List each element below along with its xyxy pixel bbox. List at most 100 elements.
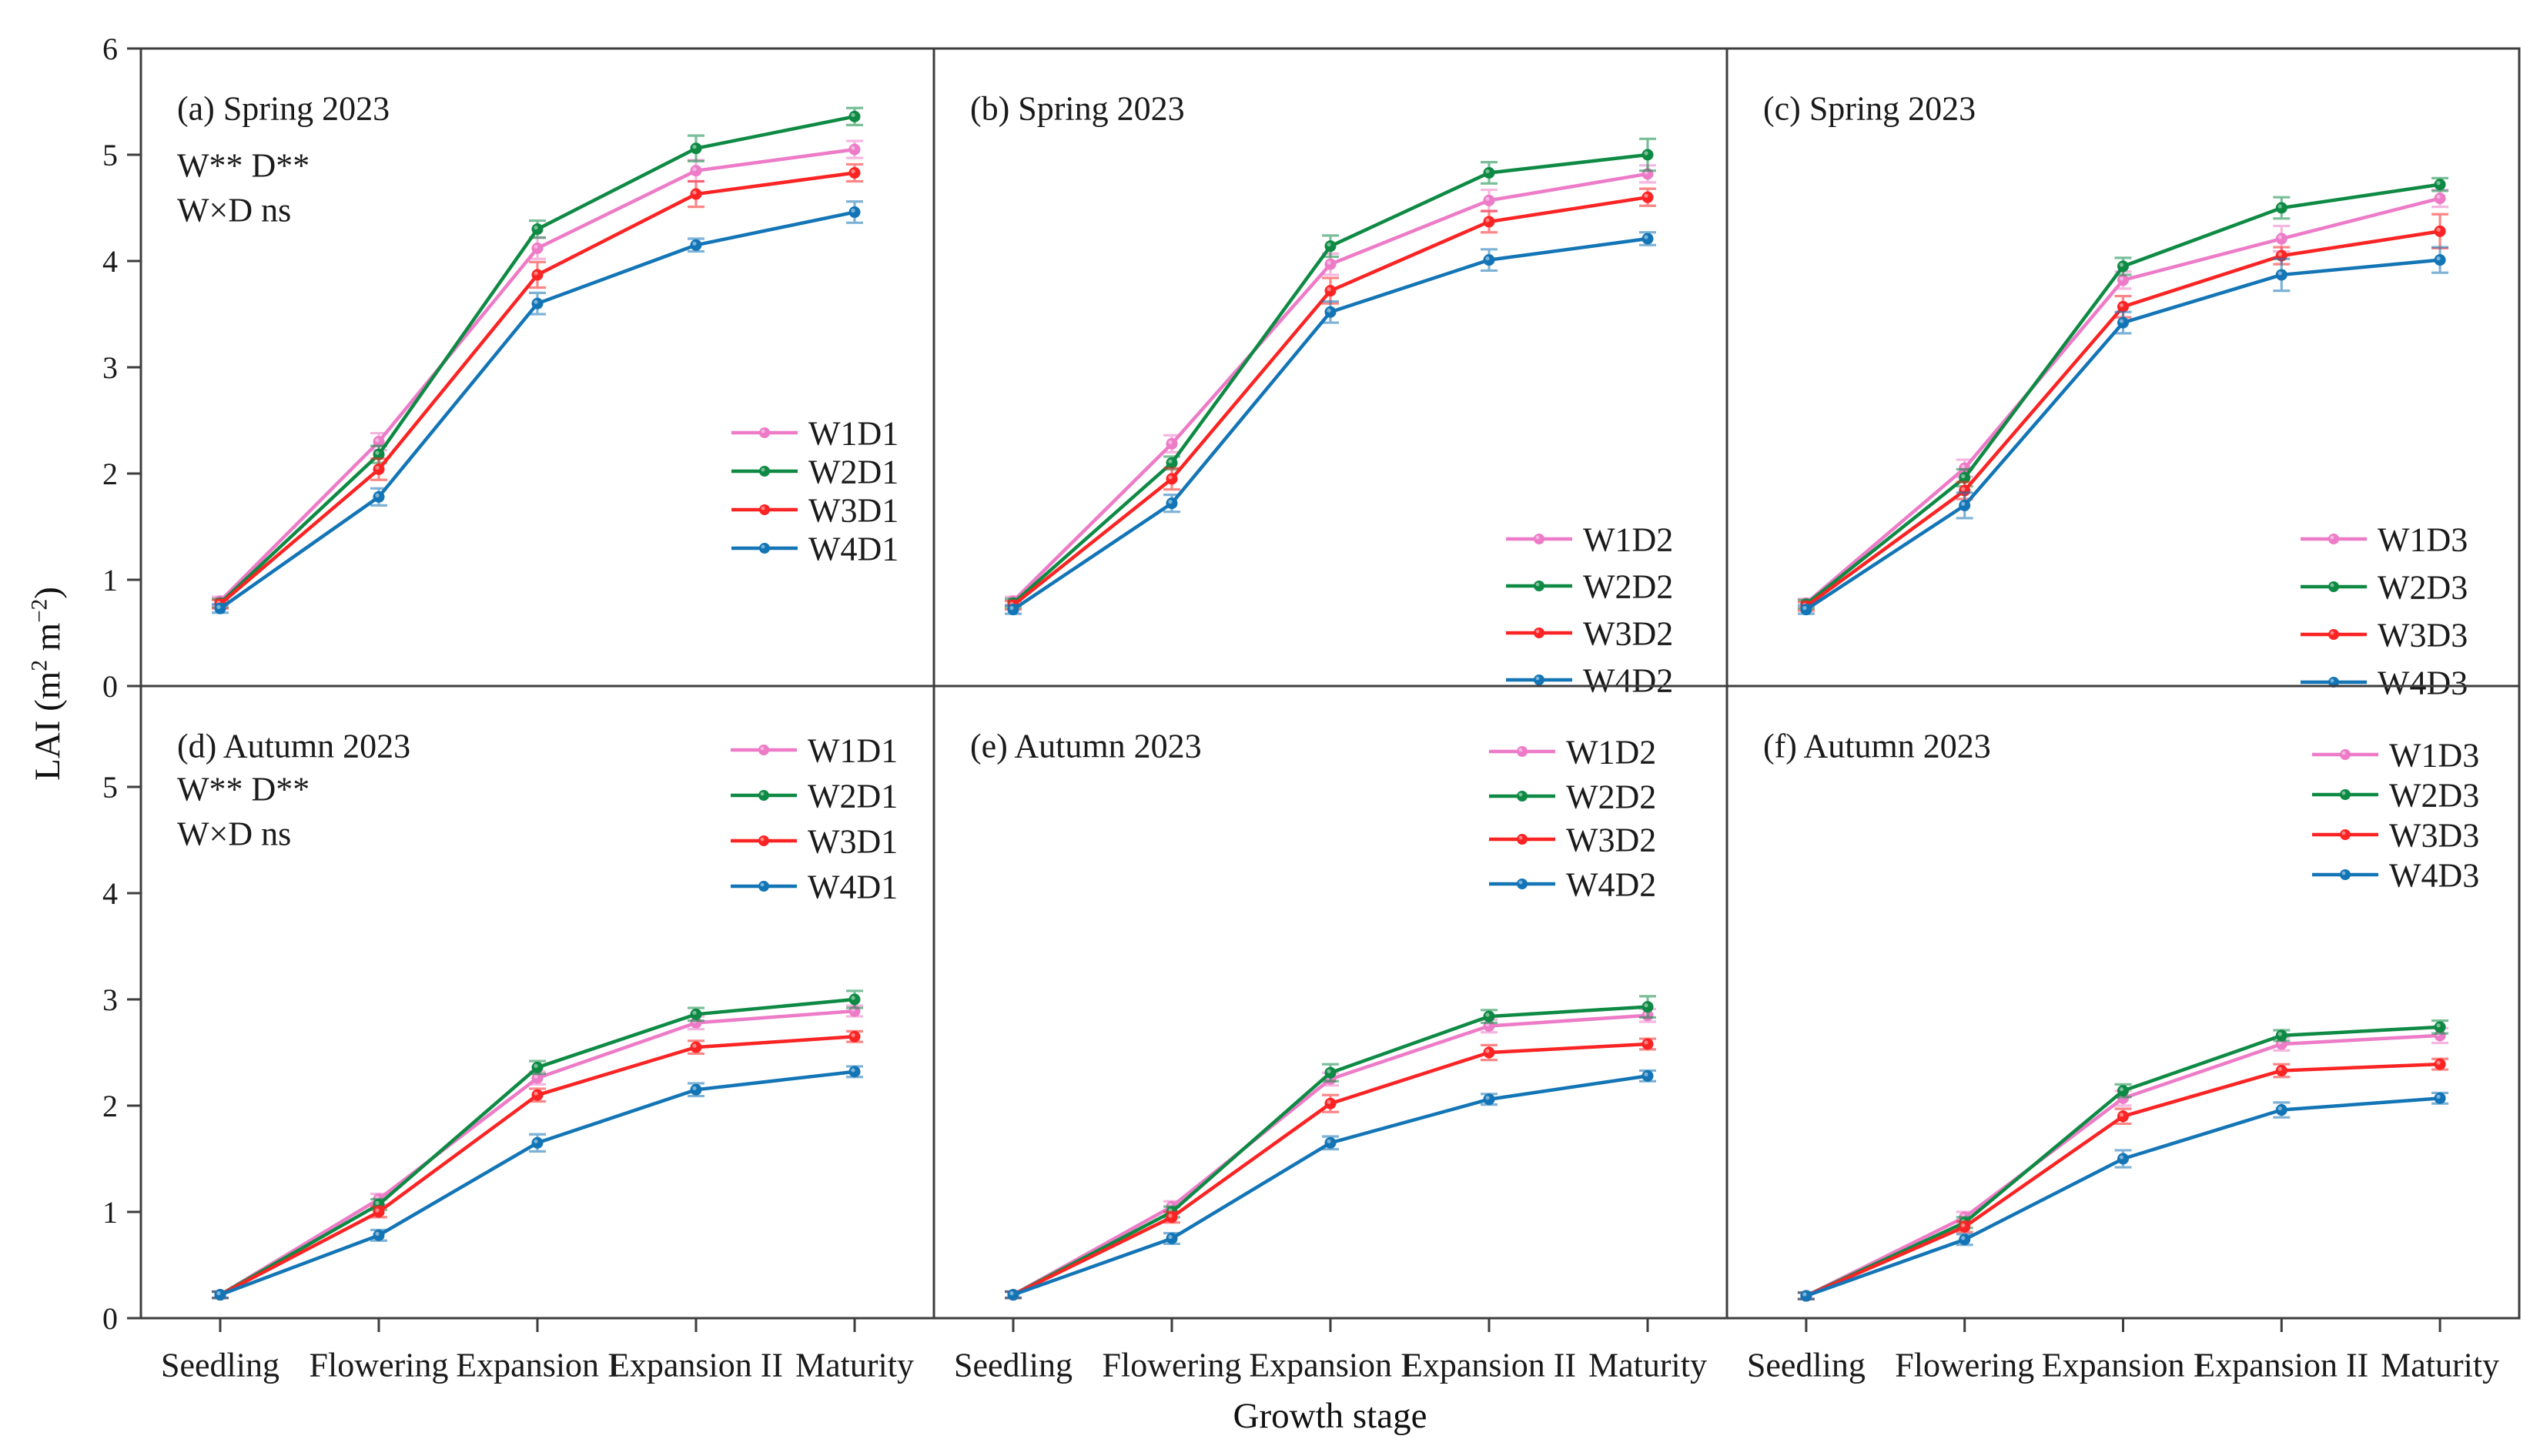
data-point-highlight	[534, 1063, 538, 1068]
data-point-highlight	[2436, 194, 2441, 199]
legend-item-W1D2: W1D2	[1506, 520, 1673, 558]
series-line-W2D1	[218, 115, 857, 605]
data-point-highlight	[1485, 218, 1490, 223]
data-point-W4D1	[214, 1289, 226, 1301]
data-point-W4D1	[531, 297, 544, 310]
x-tick-label: Flowering	[1895, 1346, 2034, 1384]
series-W4D1	[212, 200, 863, 614]
data-point-highlight	[1327, 1139, 1331, 1143]
legend-item-W2D1: W2D1	[731, 453, 899, 490]
legend-marker-highlight	[2330, 583, 2334, 587]
data-point-W3D2	[1483, 1046, 1495, 1059]
panel-e: (e) Autumn 2023 W1D2 W2D2 W3D2 W4D2	[932, 684, 1728, 1320]
data-point-W1D3	[2275, 233, 2287, 245]
legend-label-W3D3: W3D3	[2378, 616, 2468, 654]
legend-marker	[2328, 534, 2339, 544]
data-point-highlight	[1327, 308, 1331, 313]
legend-marker	[2340, 829, 2351, 840]
data-point-W2D2	[1483, 166, 1495, 179]
x-tick-label: Expansion II	[2194, 1346, 2368, 1384]
x-tick-label: Expansion I	[2042, 1346, 2204, 1384]
legend-marker-highlight	[760, 837, 765, 842]
legend-marker-highlight	[1535, 582, 1540, 587]
panel-label-d: (d) Autumn 2023	[177, 727, 410, 765]
x-tick-label: Expansion II	[1402, 1346, 1576, 1384]
data-point-highlight	[1485, 196, 1490, 201]
legend-item-W3D2: W3D2	[1506, 614, 1673, 652]
legend-marker-highlight	[1535, 676, 1540, 681]
data-point-W2D2	[1324, 240, 1337, 253]
data-point-W1D2	[1483, 194, 1495, 206]
series-line-W1D1	[218, 1009, 857, 1297]
series-W4D2	[1005, 231, 1656, 616]
data-point-highlight	[1327, 287, 1331, 292]
data-point-W1D1	[531, 1072, 544, 1084]
series-W4D3	[1797, 1091, 2449, 1302]
legend-marker-highlight	[1535, 535, 1540, 540]
panel-annotation: W** D**	[177, 770, 310, 808]
x-tick-label: Expansion II	[609, 1346, 783, 1384]
data-point-W4D2	[1007, 604, 1019, 616]
legend-label-W4D2: W4D2	[1566, 865, 1656, 903]
data-point-highlight	[1168, 459, 1173, 464]
panel-annotation: W** D**	[177, 146, 310, 184]
data-point-W3D2	[1483, 216, 1495, 228]
legend-item-W4D3: W4D3	[2301, 664, 2468, 701]
legend-d: W1D1 W2D1 W3D1 W4D1	[731, 731, 898, 905]
y-tick-label: 5	[102, 770, 118, 805]
x-tick-label: Seedling	[1747, 1346, 1866, 1384]
data-point-highlight	[2277, 271, 2282, 276]
data-point-highlight	[375, 493, 380, 497]
legend-item-W2D3: W2D3	[2312, 776, 2479, 814]
data-point-highlight	[534, 1074, 538, 1079]
legend-label-W2D2: W2D2	[1566, 778, 1656, 815]
data-point-highlight	[1802, 1292, 1807, 1297]
data-point-W4D1	[214, 602, 226, 614]
x-tick-label: Seedling	[954, 1346, 1073, 1384]
data-point-highlight	[2436, 227, 2441, 232]
data-point-W4D1	[373, 490, 385, 503]
legend-marker	[759, 543, 770, 554]
data-point-highlight	[2436, 1094, 2441, 1099]
legend-label-W2D2: W2D2	[1583, 567, 1673, 605]
data-point-W4D1	[848, 206, 861, 219]
data-point-W3D1	[373, 463, 385, 475]
y-tick-label: 4	[102, 876, 118, 911]
data-point-highlight	[692, 145, 697, 149]
legend-marker-highlight	[760, 792, 765, 796]
legend-label-W4D1: W4D1	[808, 868, 898, 905]
y-tick-label: 2	[102, 457, 118, 491]
y-tick-label: 0	[102, 669, 118, 704]
y-tick-label: 1	[102, 563, 118, 597]
y-axis-row-1: 0 1 2 3 4 5	[102, 770, 141, 1336]
data-point-W3D2	[1166, 1211, 1178, 1223]
data-point-W3D2	[1641, 191, 1654, 203]
data-point-highlight	[2119, 1087, 2124, 1092]
legend-item-W3D1: W3D1	[731, 822, 898, 860]
x-tick-label: Expansion I	[1249, 1346, 1411, 1384]
legend-marker	[759, 466, 770, 477]
data-point-highlight	[1009, 1291, 1014, 1296]
data-point-highlight	[375, 1231, 380, 1236]
data-point-highlight	[2277, 204, 2282, 209]
legend-marker-highlight	[2341, 791, 2346, 795]
data-point-highlight	[1644, 151, 1648, 156]
data-point-W3D3	[2434, 1058, 2446, 1070]
data-point-highlight	[851, 146, 855, 150]
data-point-W4D3	[1959, 499, 1971, 511]
data-point-highlight	[1644, 1003, 1648, 1008]
legend-item-W3D3: W3D3	[2301, 616, 2468, 654]
data-point-highlight	[2277, 1032, 2282, 1036]
data-point-W4D1	[373, 1229, 385, 1241]
legend-item-W1D1: W1D1	[731, 731, 898, 769]
panel-annotation: W×D ns	[177, 815, 291, 852]
series-W3D3	[1797, 1057, 2449, 1302]
legend-label-W1D1: W1D1	[808, 731, 898, 769]
legend-item-W3D1: W3D1	[731, 491, 899, 529]
data-point-W3D3	[2117, 300, 2129, 313]
data-point-highlight	[1961, 487, 1966, 491]
data-point-highlight	[1644, 235, 1648, 239]
legend-item-W2D3: W2D3	[2301, 568, 2468, 606]
y-tick-label: 2	[102, 1089, 118, 1123]
